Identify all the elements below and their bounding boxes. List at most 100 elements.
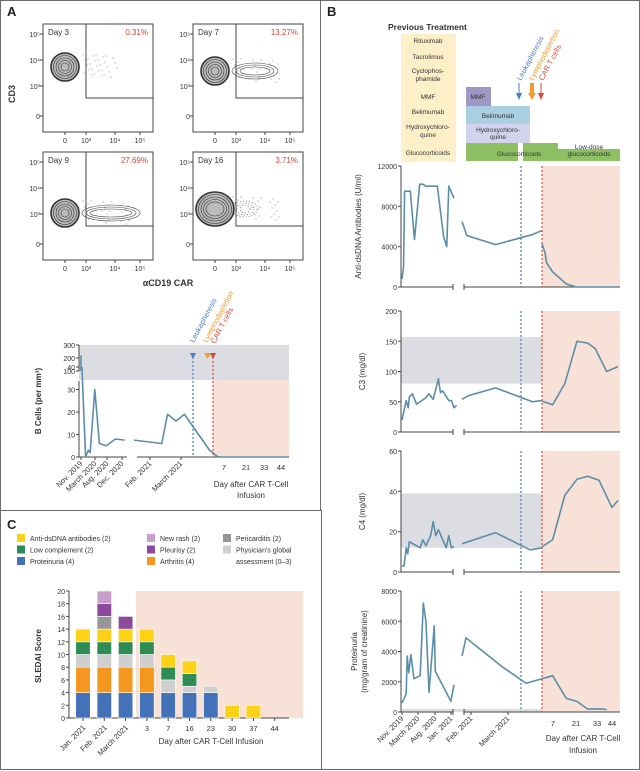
x-tick-label: 10⁵ xyxy=(135,138,146,145)
event-dot xyxy=(269,63,271,65)
y-tick-label: 20 xyxy=(389,530,397,537)
bar-segment xyxy=(203,685,219,693)
x-axis-title: Day after CAR T-Cell xyxy=(214,480,289,489)
cell-population-contour xyxy=(208,64,222,78)
event-dot xyxy=(233,73,235,75)
y-tick-label: 10⁴ xyxy=(29,58,40,65)
y-tick-label: 20 xyxy=(67,410,75,417)
x-tick-date: March 2021 xyxy=(477,714,511,748)
event-dot xyxy=(278,78,280,80)
event-dot xyxy=(259,206,261,208)
event-dot xyxy=(241,211,243,213)
bar-segment xyxy=(75,641,91,655)
low-dose-glucocorticoids-bar xyxy=(523,143,620,161)
y-axis-title: SLEDAI Score xyxy=(34,629,43,683)
event-dot xyxy=(86,64,88,66)
car-population-contour xyxy=(85,206,137,220)
legend-label: Anti-dsDNA antibodies (2) xyxy=(30,536,111,543)
y-tick-label: 50 xyxy=(389,400,397,407)
event-dot xyxy=(277,63,279,65)
x-tick-label: 10³ xyxy=(231,138,242,145)
car-population-contour xyxy=(235,202,255,216)
x-tick-day: 30 xyxy=(228,724,236,733)
y-tick-label: 8000 xyxy=(381,589,397,596)
bar-segment xyxy=(139,666,155,693)
event-dot xyxy=(90,74,92,76)
event-dot xyxy=(241,73,243,75)
proteinuria-line xyxy=(461,637,543,685)
car-gate xyxy=(85,24,153,99)
event-dot xyxy=(274,204,276,206)
event-dot xyxy=(93,73,95,75)
x-axis-title: Infusion xyxy=(237,491,265,500)
belimumab-bar xyxy=(466,106,530,124)
cell-population-contour xyxy=(210,66,220,76)
bar-segment xyxy=(160,654,176,668)
x-tick-label: 10⁵ xyxy=(285,138,296,145)
event-dot xyxy=(126,214,128,216)
y-tick-label: 12000 xyxy=(378,164,398,171)
legend-swatch xyxy=(147,545,155,554)
event-dot xyxy=(103,74,105,76)
bar-segment xyxy=(203,692,219,719)
flow-plot-frame xyxy=(42,151,154,261)
event-dot xyxy=(107,204,109,206)
event-dot xyxy=(91,215,93,217)
previous-treatment-item: Rituximab xyxy=(414,38,443,45)
cell-population-contour xyxy=(198,194,232,224)
proteinuria-line xyxy=(401,602,455,704)
legend-swatch xyxy=(223,545,231,554)
legend-swatch xyxy=(147,534,155,542)
legend-swatch xyxy=(17,557,25,565)
c3-line xyxy=(461,387,543,403)
cell-population-contour xyxy=(53,55,77,79)
event-dot xyxy=(121,211,123,213)
cell-population-contour xyxy=(205,61,225,81)
y-tick-label: 40 xyxy=(389,489,397,496)
y-tick-label: 10⁵ xyxy=(179,160,190,167)
y-tick-label: 14 xyxy=(57,627,65,634)
event-dot xyxy=(240,196,242,198)
event-dot xyxy=(83,72,85,74)
event-dot xyxy=(110,76,112,78)
x-axis-title: Infusion xyxy=(569,746,597,755)
x-tick-day: 7 xyxy=(222,463,226,472)
car-population-contour xyxy=(81,204,141,222)
y-tick-label: 0 xyxy=(393,710,397,717)
event-dot xyxy=(251,68,253,70)
event-dot xyxy=(86,212,88,214)
car-population-contour xyxy=(235,64,275,78)
bar-segment xyxy=(118,666,134,693)
event-dot xyxy=(237,199,239,201)
car-population-contour xyxy=(231,62,279,80)
c4-line xyxy=(461,531,543,551)
car-population-contour xyxy=(239,204,251,214)
previous-treatment-item: Belimumab xyxy=(412,109,445,116)
x-tick-day: 44 xyxy=(277,463,285,472)
event-dot xyxy=(120,220,122,222)
previous-treatment-title: Previous Treatment xyxy=(388,22,467,32)
cell-population-contour xyxy=(203,59,227,83)
bar-segment xyxy=(139,641,155,655)
event-dot xyxy=(101,210,103,212)
event-dot xyxy=(276,72,278,74)
x-tick-day: 16 xyxy=(185,724,193,733)
bar-segment xyxy=(96,641,112,655)
event-dot xyxy=(251,206,253,208)
y-tick-label: 0 xyxy=(61,716,65,723)
y-tick-label: 0 xyxy=(36,114,40,121)
legend-label: Pericarditis (2) xyxy=(236,536,281,543)
x-tick-day: 3 xyxy=(145,724,149,733)
y-tick-label: 10⁴ xyxy=(179,58,190,65)
event-dot xyxy=(255,218,257,220)
event-dot xyxy=(123,217,125,219)
y-tick-label: 6000 xyxy=(381,619,397,626)
y-tick-label: 0 xyxy=(393,285,397,292)
post-infusion-shading xyxy=(542,591,620,712)
glucocorticoids-label: Glucocorticoids xyxy=(497,151,542,158)
flow-plot-day: Day 16 xyxy=(198,156,224,165)
flow-plot-percent: 27.69% xyxy=(121,156,148,165)
legend-swatch xyxy=(17,534,25,542)
legend-label: Low complement (2) xyxy=(30,548,93,555)
event-dot xyxy=(125,223,127,225)
